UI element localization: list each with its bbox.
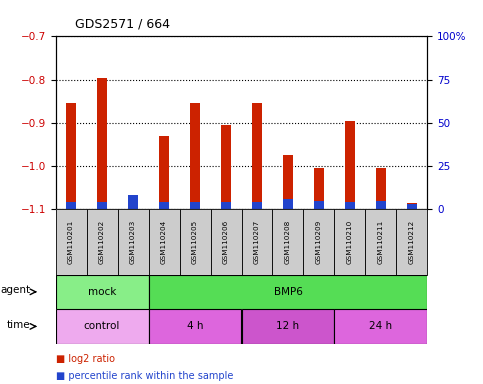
Bar	[344, 121, 355, 209]
Bar	[66, 103, 76, 209]
Text: GSM110210: GSM110210	[347, 220, 353, 264]
Text: GSM110206: GSM110206	[223, 220, 229, 264]
Bar	[211, 209, 242, 275]
Text: mock: mock	[88, 287, 116, 297]
Bar	[376, 168, 386, 209]
Bar	[56, 309, 149, 344]
Text: 12 h: 12 h	[276, 321, 299, 331]
Bar	[334, 209, 366, 275]
Text: GDS2571 / 664: GDS2571 / 664	[75, 17, 170, 30]
Text: GSM110208: GSM110208	[285, 220, 291, 264]
Bar	[158, 202, 170, 209]
Bar	[190, 202, 200, 209]
Bar	[252, 202, 262, 209]
Text: control: control	[84, 321, 120, 331]
Text: GSM110212: GSM110212	[409, 220, 415, 264]
Text: 24 h: 24 h	[369, 321, 393, 331]
Bar	[407, 203, 417, 209]
Bar	[313, 201, 325, 209]
Text: GSM110205: GSM110205	[192, 220, 198, 264]
Bar	[242, 309, 334, 344]
Bar	[303, 209, 334, 275]
Bar	[128, 195, 139, 209]
Bar	[149, 309, 242, 344]
Bar	[56, 209, 86, 275]
Bar	[366, 209, 397, 275]
Text: GSM110202: GSM110202	[99, 220, 105, 264]
Bar	[376, 201, 386, 209]
Bar	[252, 103, 262, 209]
Bar	[117, 209, 149, 275]
Text: time: time	[7, 319, 30, 330]
Text: GSM110209: GSM110209	[316, 220, 322, 264]
Bar	[407, 204, 417, 209]
Bar	[397, 209, 427, 275]
Text: GSM110201: GSM110201	[68, 220, 74, 264]
Bar	[97, 78, 107, 209]
Bar	[56, 275, 149, 309]
Bar	[97, 202, 107, 209]
Text: ■ percentile rank within the sample: ■ percentile rank within the sample	[56, 371, 233, 381]
Bar	[272, 209, 303, 275]
Text: GSM110207: GSM110207	[254, 220, 260, 264]
Bar	[313, 168, 325, 209]
Text: ■ log2 ratio: ■ log2 ratio	[56, 354, 114, 364]
Text: GSM110203: GSM110203	[130, 220, 136, 264]
Text: GSM110204: GSM110204	[161, 220, 167, 264]
Text: 4 h: 4 h	[187, 321, 203, 331]
Text: GSM110211: GSM110211	[378, 220, 384, 264]
Bar	[344, 202, 355, 209]
Bar	[66, 202, 76, 209]
Bar	[190, 103, 200, 209]
Bar	[283, 155, 293, 209]
Bar	[158, 136, 170, 209]
Bar	[149, 275, 427, 309]
Bar	[221, 125, 231, 209]
Bar	[86, 209, 117, 275]
Bar	[180, 209, 211, 275]
Bar	[334, 309, 427, 344]
Bar	[283, 199, 293, 209]
Bar	[221, 202, 231, 209]
Bar	[242, 209, 272, 275]
Text: agent: agent	[0, 285, 30, 295]
Text: BMP6: BMP6	[273, 287, 302, 297]
Bar	[149, 209, 180, 275]
